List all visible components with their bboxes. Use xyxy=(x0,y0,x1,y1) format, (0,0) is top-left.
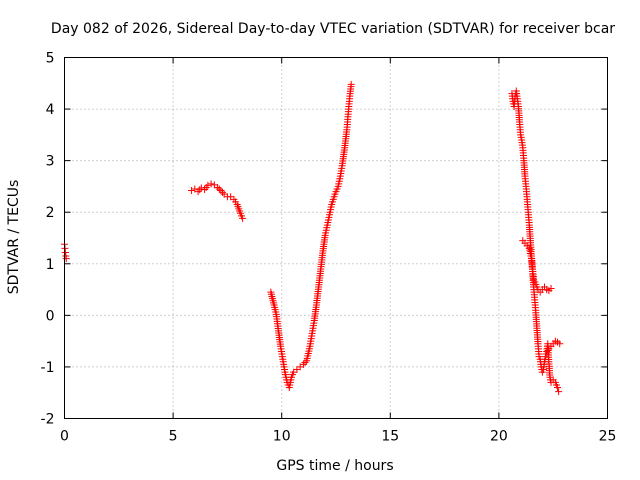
data-point xyxy=(554,384,562,392)
grid xyxy=(64,57,608,419)
data-point-interpolated xyxy=(219,188,227,196)
data-point-interpolated xyxy=(215,185,223,193)
data-point xyxy=(217,187,225,195)
x-tick-label: 15 xyxy=(381,429,399,445)
x-tick-label: 25 xyxy=(599,429,617,445)
data-point xyxy=(194,188,202,196)
data-point xyxy=(62,255,70,263)
y-tick-label: 5 xyxy=(46,51,55,67)
x-tick-label: 0 xyxy=(60,429,69,445)
y-tick-label: -1 xyxy=(41,360,55,376)
data-points xyxy=(61,80,564,396)
data-point xyxy=(197,184,205,192)
y-tick-label: 4 xyxy=(46,102,55,118)
data-point xyxy=(547,285,555,293)
x-tick-label: 20 xyxy=(490,429,508,445)
y-tick-label: 0 xyxy=(46,308,55,324)
y-tick-label: 3 xyxy=(46,154,55,170)
chart-title: Day 082 of 2026, Sidereal Day-to-day VTE… xyxy=(51,21,615,37)
y-tick-label: 2 xyxy=(46,205,55,221)
data-point xyxy=(299,360,307,368)
x-tick-label: 10 xyxy=(273,429,291,445)
data-point xyxy=(239,214,247,222)
y-axis-label: SDTVAR / TECUs xyxy=(6,180,22,295)
data-point xyxy=(214,183,222,191)
x-axis-label: GPS time / hours xyxy=(276,458,393,474)
data-point xyxy=(556,340,564,348)
data-point xyxy=(188,187,196,195)
y-tick-label: 1 xyxy=(46,257,55,273)
x-tick-label: 5 xyxy=(169,429,178,445)
plot-frame xyxy=(64,57,608,419)
data-point-interpolated xyxy=(301,359,309,367)
data-point xyxy=(207,180,215,188)
data-point xyxy=(555,388,563,396)
data-point xyxy=(204,181,212,189)
axis-ticks xyxy=(64,57,608,419)
data-point xyxy=(347,80,355,88)
y-tick-label: -2 xyxy=(41,412,55,428)
axis-tick-labels: 0 5 10 15 20 25 -2 -1 0 1 2 3 4 5 xyxy=(41,51,617,445)
